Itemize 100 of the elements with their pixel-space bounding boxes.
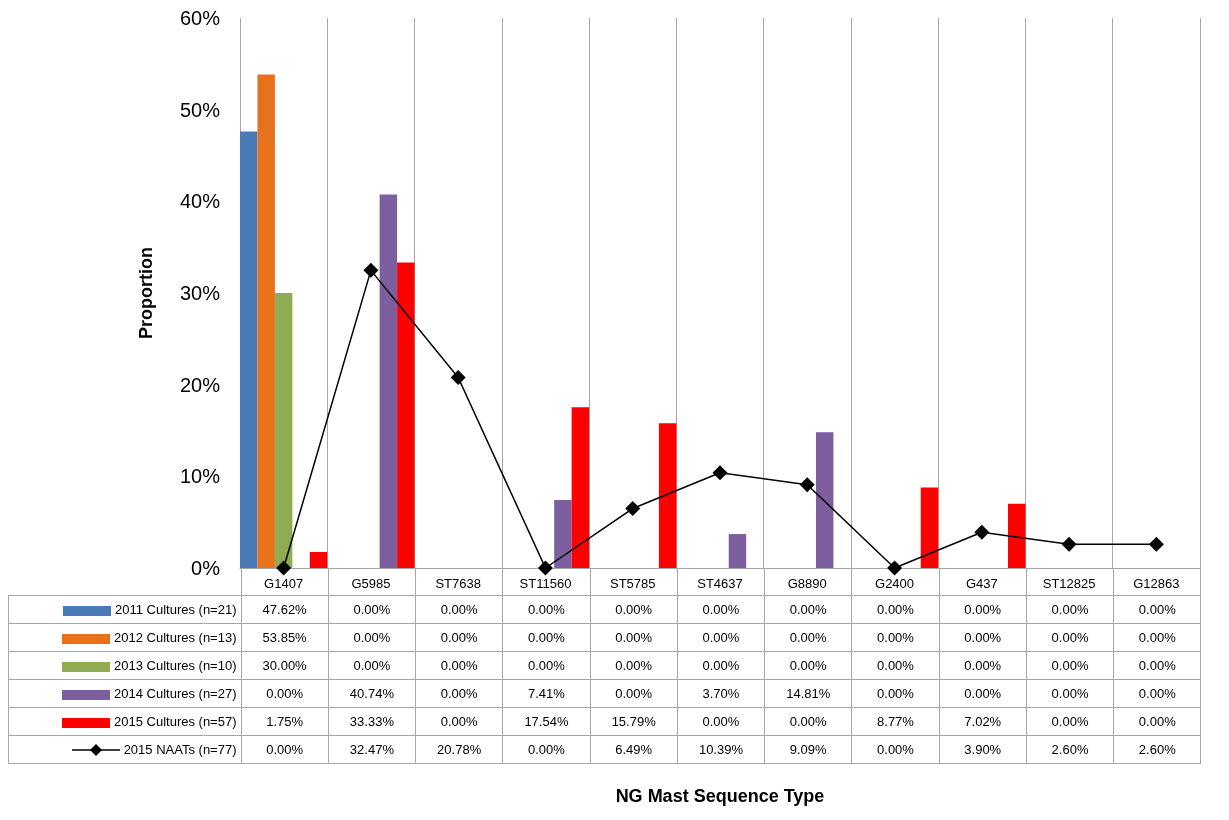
data-label: 32.47% (349, 742, 394, 757)
y-tick-label: 30% (179, 282, 221, 304)
bar (816, 432, 834, 568)
point (799, 477, 815, 493)
y-tick-label: 50% (179, 98, 221, 121)
data-label: 0.00% (615, 602, 653, 617)
data-label: 0.00% (527, 630, 565, 645)
point (974, 524, 990, 540)
data-label: 0.00% (877, 658, 914, 673)
x-tick-label: ST4637 (697, 576, 743, 591)
bar (257, 74, 275, 568)
data-label: 0.00% (877, 742, 914, 757)
data-label: 20.78% (437, 742, 482, 757)
data-label: 0.00% (964, 602, 1002, 617)
point (537, 560, 553, 576)
bar (240, 131, 258, 568)
data-label: 2.60% (1138, 742, 1176, 757)
bar (728, 534, 747, 568)
data-label: 6.49% (615, 742, 653, 757)
y-tick-label: 10% (179, 465, 221, 488)
data-label: 8.77% (877, 714, 914, 729)
data-label: 0.00% (1051, 686, 1089, 701)
data-label: 0.00% (702, 714, 740, 729)
legend-label: 2015 Cultures (n=57) (114, 714, 237, 729)
data-label: 0.00% (440, 686, 478, 701)
data-label: 0.00% (702, 630, 740, 645)
data-label: 3.90% (964, 742, 1002, 757)
data-label: 53.85% (262, 630, 307, 645)
data-label: 0.00% (440, 602, 478, 617)
data-label: 47.62% (262, 602, 307, 617)
data-label: 0.00% (702, 658, 740, 673)
data-label: 0.00% (964, 658, 1002, 673)
data-label: 0.00% (877, 602, 914, 617)
data-label: 0.00% (1138, 630, 1176, 645)
data-label: 7.41% (527, 686, 565, 701)
data-label: 0.00% (1138, 658, 1176, 673)
bar (1008, 503, 1026, 568)
text: NG Mast Sequence Type (614, 786, 826, 807)
legend-label: 2013 Cultures (n=10) (114, 658, 237, 673)
data-label: 0.00% (440, 630, 478, 645)
data-label: 0.00% (877, 630, 914, 645)
legend-label: 2014 Cultures (n=27) (114, 686, 237, 701)
data-label: 33.33% (349, 714, 394, 729)
data-label: 17.54% (524, 714, 569, 729)
data-label: 0.00% (440, 658, 478, 673)
data-label: 30.00% (262, 658, 307, 673)
x-tick-label: G437 (965, 576, 998, 591)
data-label: 2.60% (1051, 742, 1089, 757)
bar (274, 293, 293, 568)
bar (379, 194, 398, 568)
x-tick-label: G8890 (787, 576, 827, 591)
data-label: 0.00% (266, 686, 304, 701)
point (276, 560, 292, 576)
bar (920, 487, 939, 568)
point (712, 465, 728, 481)
data-label: 3.70% (702, 686, 740, 701)
data-label: 0.00% (527, 742, 565, 757)
y-tick-label: 0% (191, 557, 221, 579)
x-tick-label: G12863 (1133, 576, 1180, 591)
data-label: 10.39% (698, 742, 743, 757)
data-label: 0.00% (789, 658, 827, 673)
data-label: 9.09% (789, 742, 827, 757)
point (887, 560, 903, 576)
data-label: 0.00% (789, 602, 827, 617)
data-label: 0.00% (789, 630, 827, 645)
data-label: 0.00% (527, 602, 565, 617)
data-label: 0.00% (1051, 630, 1089, 645)
data-label: 0.00% (1138, 602, 1176, 617)
data-label: 0.00% (789, 714, 827, 729)
data-label: 0.00% (1051, 602, 1089, 617)
point (1148, 536, 1164, 552)
data-label: 0.00% (1138, 686, 1176, 701)
point (363, 262, 379, 278)
legend-label: 2015 NAATs (n=77) (123, 741, 237, 757)
bar (309, 551, 328, 568)
data-label: 0.00% (615, 658, 653, 673)
point (450, 370, 466, 386)
bar (554, 500, 572, 568)
bar (397, 262, 415, 568)
legend-label: 2012 Cultures (n=13) (114, 630, 237, 645)
data-label: 0.00% (1051, 658, 1089, 673)
data-label: 0.00% (353, 630, 391, 645)
bar (658, 423, 677, 568)
point (625, 501, 641, 517)
data-label: 40.74% (349, 686, 394, 701)
data-label: 0.00% (615, 630, 653, 645)
data-label: 0.00% (702, 602, 740, 617)
y-tick-label: 20% (179, 373, 221, 396)
legend-label: 2011 Cultures (n=21) (114, 602, 237, 617)
data-label: 0.00% (440, 714, 478, 729)
data-label: 1.75% (266, 714, 304, 729)
y-axis-title: Proportion (136, 247, 156, 339)
data-label: 0.00% (877, 686, 914, 701)
data-label: 0.00% (964, 630, 1002, 645)
x-tick-label: G5985 (351, 576, 391, 591)
x-tick-label: ST5785 (609, 576, 656, 591)
bar (571, 407, 590, 568)
x-tick-label: G2400 (875, 576, 915, 591)
data-label: 0.00% (527, 658, 565, 673)
data-label: 0.00% (266, 742, 304, 757)
